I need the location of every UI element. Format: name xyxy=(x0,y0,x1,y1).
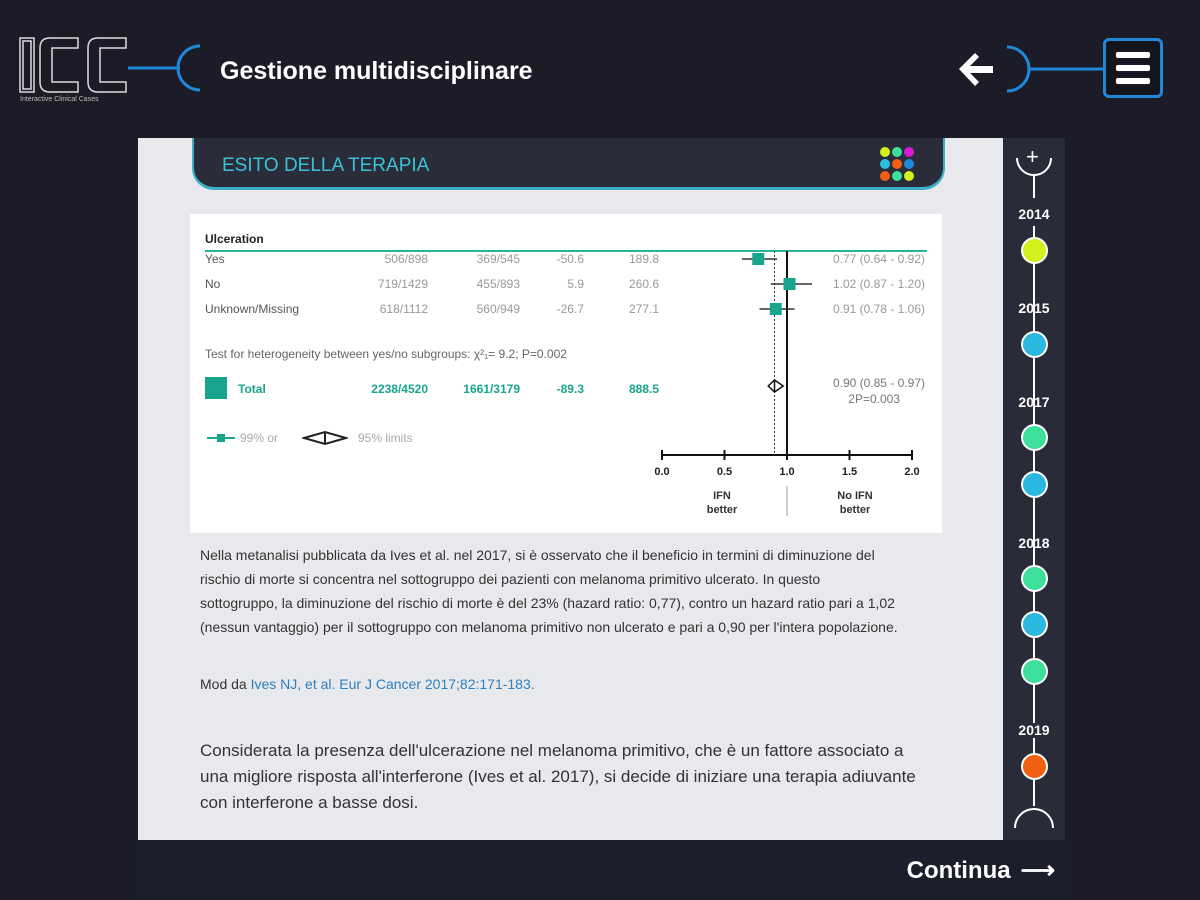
plot-area: 0.0 0.5 1.0 1.5 2.0 xyxy=(205,250,927,516)
row-label: Unknown/Missing xyxy=(205,302,300,316)
left-label-1: IFN xyxy=(713,490,731,502)
timeline-year: 2014 xyxy=(1018,206,1050,222)
row-col1: 506/898 xyxy=(384,252,428,266)
row-label: No xyxy=(205,277,221,291)
citation: Mod da Ives NJ, et al. Eur J Cancer 2017… xyxy=(200,676,535,692)
or-marker xyxy=(783,278,796,290)
x-tick-label: 2.0 xyxy=(904,466,919,478)
legend-or: 99% or xyxy=(240,431,279,445)
logo-subtitle: Interactive Clinical Cases xyxy=(20,96,99,103)
or-marker xyxy=(752,253,765,265)
total-ci: 0.90 (0.85 - 0.97) xyxy=(832,376,925,390)
x-tick-label: 0.0 xyxy=(654,466,669,478)
timeline-year: 2015 xyxy=(1018,300,1050,316)
row-ci: 0.91 (0.78 - 1.06) xyxy=(832,302,925,316)
menu-button[interactable] xyxy=(1103,38,1163,98)
apps-grid-icon[interactable] xyxy=(878,145,918,185)
grid-dot xyxy=(880,171,890,181)
total-marker xyxy=(205,377,227,399)
grid-dot xyxy=(904,159,914,169)
row-col1: 618/1112 xyxy=(379,302,428,316)
total-p: 2P=0.003 xyxy=(848,392,900,406)
timeline-event-dot[interactable] xyxy=(1021,565,1048,592)
back-button[interactable] xyxy=(955,45,1105,95)
footer-bar xyxy=(138,840,1065,900)
row-col2: 369/545 xyxy=(476,252,520,266)
row-ci: 1.02 (0.87 - 1.20) xyxy=(832,277,925,291)
total-col1: 2238/4520 xyxy=(371,382,428,396)
or-marker xyxy=(769,303,782,315)
total-diamond xyxy=(767,379,785,393)
timeline-event-dot[interactable] xyxy=(1021,331,1048,358)
section-header xyxy=(192,138,945,190)
right-label-1: No IFN xyxy=(837,490,873,502)
grid-dot xyxy=(892,171,902,181)
row-col4: 277.1 xyxy=(628,302,659,316)
row-ci: 0.77 (0.64 - 0.92) xyxy=(832,252,925,266)
row-col3: -50.6 xyxy=(556,252,584,266)
body-paragraph-2: Considerata la presenza dell'ulcerazione… xyxy=(200,741,916,812)
legend-or-icon xyxy=(207,434,235,442)
total-col3: -89.3 xyxy=(556,382,584,396)
timeline-year: 2018 xyxy=(1018,535,1050,551)
grid-dot xyxy=(880,147,890,157)
timeline-year: 2019 xyxy=(1018,722,1050,738)
row-col4: 189.8 xyxy=(628,252,659,266)
timeline-event-dot[interactable] xyxy=(1021,611,1048,638)
body-paragraph-1: Nella metanalisi pubblicata da Ives et a… xyxy=(200,547,898,635)
cite-prefix: Mod da xyxy=(200,676,251,692)
add-icon[interactable]: + xyxy=(1026,144,1039,169)
total-col2: 1661/3179 xyxy=(463,382,520,396)
row-label: Yes xyxy=(205,252,225,266)
group-label: Ulceration xyxy=(205,232,264,246)
timeline-event-dot[interactable] xyxy=(1021,471,1048,498)
row-col2: 455/893 xyxy=(476,277,520,291)
timeline-year: 2017 xyxy=(1018,394,1050,410)
x-tick-label: 0.5 xyxy=(717,466,732,478)
page-title: Gestione multidisciplinare xyxy=(220,57,533,85)
total-col4: 888.5 xyxy=(628,382,659,396)
heterogeneity-text: Test for heterogeneity between yes/no su… xyxy=(205,347,567,361)
citation-link[interactable]: Ives NJ, et al. Eur J Cancer 2017;82:171… xyxy=(250,676,535,692)
timeline-event-dot[interactable] xyxy=(1021,424,1048,451)
grid-dot xyxy=(904,147,914,157)
grid-dot xyxy=(892,147,902,157)
timeline-event-dot[interactable] xyxy=(1021,237,1048,264)
hamburger-icon xyxy=(1116,52,1150,58)
section-title: ESITO DELLA TERAPIA xyxy=(222,155,430,176)
row-col3: -26.7 xyxy=(556,302,584,316)
timeline-event-dot[interactable] xyxy=(1021,658,1048,685)
continue-button[interactable]: Continua ⟶ xyxy=(907,856,1055,885)
icc-logo xyxy=(19,37,201,93)
grid-dot xyxy=(880,159,890,169)
right-label-2: better xyxy=(839,504,871,516)
total-label: Total xyxy=(238,382,266,396)
row-col4: 260.6 xyxy=(628,277,659,291)
continue-label: Continua xyxy=(906,856,1011,884)
legend-limits: 95% limits xyxy=(358,431,413,445)
grid-dot xyxy=(904,171,914,181)
grid-dot xyxy=(892,159,902,169)
legend-limits-icon xyxy=(302,430,348,446)
left-label-2: better xyxy=(706,504,738,516)
row-col3: 5.9 xyxy=(567,277,584,291)
forest-plot: Ulceration Yes 506/898 369/545 -50.6 189.8 0.… xyxy=(190,214,942,533)
row-col2: 560/949 xyxy=(476,302,520,316)
x-tick-label: 1.5 xyxy=(842,466,857,478)
arrow-right-icon: ⟶ xyxy=(1020,857,1055,884)
row-col1: 719/1429 xyxy=(377,277,428,291)
x-tick-label: 1.0 xyxy=(779,466,794,478)
timeline-event-dot[interactable] xyxy=(1021,753,1048,780)
arrow-left-icon xyxy=(959,53,993,86)
